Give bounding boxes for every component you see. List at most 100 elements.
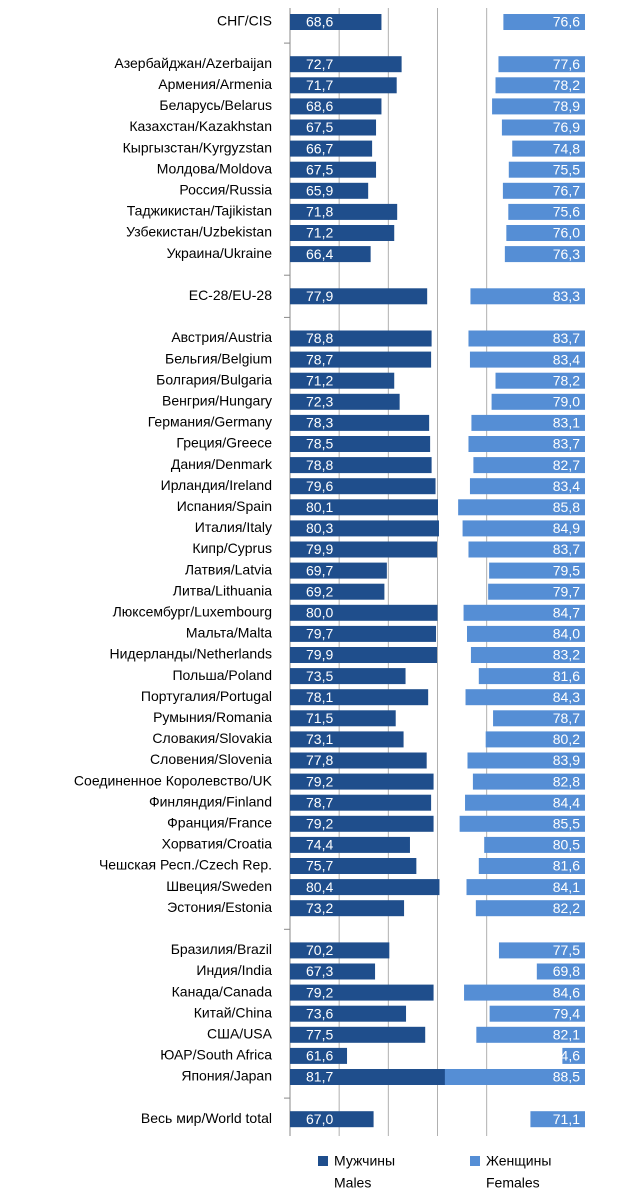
female-bar [465,794,585,811]
value-label: 80,4 [306,879,333,895]
category-label: Германия/Germany [148,414,272,430]
female-bar [476,1026,585,1043]
value-label: 79,2 [306,816,333,832]
female-bar [503,14,585,30]
category-label: Болгария/Bulgaria [156,371,272,387]
male-bar [290,119,377,136]
category-label: Молдова/Moldova [157,160,273,176]
female-bar [508,161,585,178]
value-label: 75,5 [553,161,580,177]
value-label: 77,5 [306,1027,333,1043]
male-bar [290,246,371,263]
value-label: 73,2 [306,900,333,916]
category-label: Нидерланды/Netherlands [110,646,273,662]
value-label: 78,8 [306,457,333,473]
female-bar [508,203,585,220]
female-bar [495,372,585,389]
male-bar [290,815,434,832]
category-label: СНГ/CIS [217,13,272,29]
value-label: 75,7 [306,858,333,874]
category-label: Бельгия/Belgium [165,350,272,366]
category-label: Беларусь/Belarus [159,97,272,113]
male-bar [290,668,406,685]
value-label: 73,1 [306,731,333,747]
female-bar [467,752,585,769]
value-label: 76,0 [553,225,580,241]
value-label: 77,6 [553,56,580,72]
female-bar [465,689,585,706]
category-label: Япония/Japan [181,1068,272,1084]
male-bar [290,689,429,706]
value-label: 79,2 [306,773,333,789]
value-label: 78,3 [306,415,333,431]
female-bar [498,56,585,73]
value-label: 74,4 [306,837,333,853]
female-bar [478,858,585,874]
male-bar [290,14,382,30]
male-bar [290,499,438,516]
category-label: Испания/Spain [177,498,272,514]
female-bar [530,1111,585,1128]
male-bar [290,794,432,811]
value-label: 73,5 [306,668,333,684]
female-bar [470,288,585,305]
value-label: 83,9 [553,752,580,768]
value-label: 79,4 [553,1005,580,1021]
male-bar [290,98,382,115]
value-label: 72,7 [306,56,333,72]
male-bar [290,879,440,896]
female-bar [462,520,585,537]
category-label: Румыния/Romania [153,709,272,725]
male-bar [290,161,377,178]
male-bar [290,710,396,727]
value-label: 78,1 [306,689,333,705]
male-bar [290,731,404,748]
category-label: Таджикистан/Tajikistan [127,203,272,219]
category-label: Казахстан/Kazakhstan [129,118,272,134]
female-bar [468,436,585,452]
category-label: Россия/Russia [179,182,272,198]
category-label: Дания/Denmark [171,456,273,472]
category-label: ЕС-28/EU-28 [189,287,272,303]
value-label: 80,1 [306,499,333,515]
female-bar [489,1005,585,1022]
value-label: 80,2 [553,731,580,747]
male-bar [290,140,373,157]
female-bar [469,478,585,495]
category-label: Бразилия/Brazil [171,941,272,957]
value-label: 80,3 [306,520,333,536]
male-bar [290,203,398,220]
value-label: 82,8 [553,773,580,789]
value-label: 77,8 [306,752,333,768]
male-bar [290,77,397,94]
value-label: 81,7 [306,1069,333,1085]
female-bar [506,225,585,241]
female-bar [536,963,585,980]
value-label: 79,5 [553,562,580,578]
category-label: ЮАР/South Africa [160,1047,272,1063]
male-bar [290,436,431,452]
male-bar [290,604,438,621]
female-bar [458,499,585,516]
female-bar [475,900,585,917]
female-bar [466,879,585,896]
value-label: 82,7 [553,457,580,473]
male-bar [290,836,410,853]
value-label: 69,2 [306,583,333,599]
value-label: 84,9 [553,520,580,536]
male-bar [290,182,369,199]
female-bar [492,98,585,115]
male-bar [290,562,387,579]
value-label: 76,7 [553,183,580,199]
category-label: Азербайджан/Azerbaijan [114,55,272,71]
male-bar [290,393,400,410]
value-label: 84,3 [553,689,580,705]
legend-label: Males [334,1175,371,1191]
male-bar [290,225,395,241]
category-label: Словакия/Slovakia [152,730,272,746]
female-bar [498,942,585,959]
value-label: 69,8 [553,963,580,979]
value-label: 76,9 [553,119,580,135]
value-label: 83,4 [553,351,580,367]
